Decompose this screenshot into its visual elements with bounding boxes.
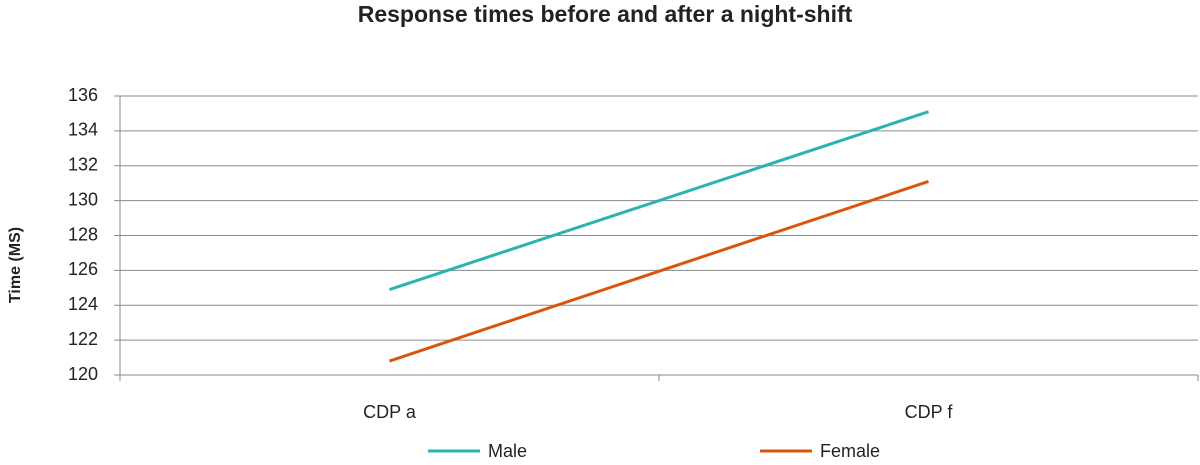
chart-title: Response times before and after a night-… bbox=[358, 1, 853, 27]
y-tick-label: 132 bbox=[68, 155, 98, 175]
y-tick-label: 128 bbox=[68, 224, 98, 244]
legend-label: Male bbox=[488, 441, 527, 461]
y-tick-label: 134 bbox=[68, 120, 98, 140]
series-line bbox=[389, 110, 929, 291]
y-tick-label: 122 bbox=[68, 329, 98, 349]
legend-label: Female bbox=[820, 441, 880, 461]
x-tick-label: CDP a bbox=[363, 402, 417, 422]
y-tick-label: 124 bbox=[68, 294, 98, 314]
series-line bbox=[389, 180, 929, 363]
y-tick-label: 126 bbox=[68, 259, 98, 279]
y-tick-label: 130 bbox=[68, 189, 98, 209]
y-axis-label: Time (MS) bbox=[7, 227, 24, 303]
x-tick-label: CDP f bbox=[905, 402, 954, 422]
y-tick-label: 120 bbox=[68, 364, 98, 384]
y-tick-label: 136 bbox=[68, 85, 98, 105]
